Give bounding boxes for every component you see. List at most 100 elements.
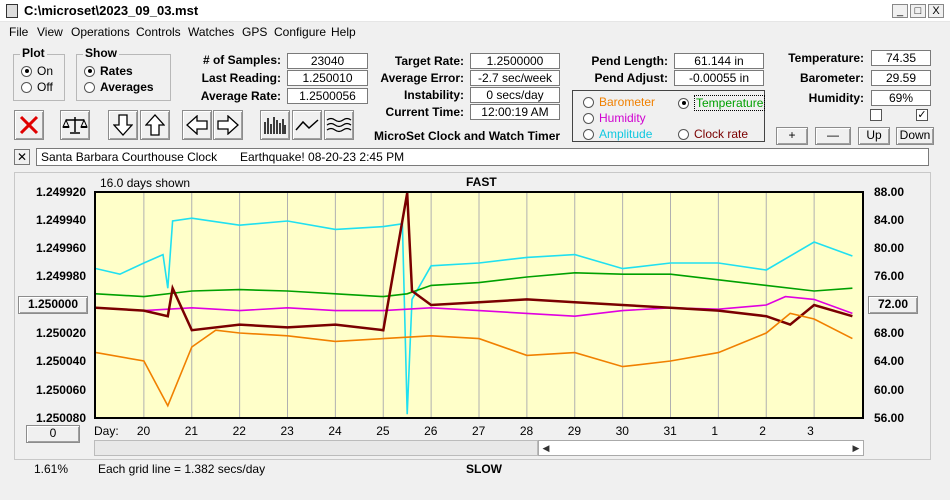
radio-dot (21, 81, 32, 93)
plot-area (94, 191, 864, 419)
y-left-tick: 1.249980 (35, 269, 86, 283)
scrollbar-thumb[interactable] (94, 440, 538, 456)
scroll-right-icon[interactable]: ▶ (852, 443, 860, 453)
current-time-label: Current Time: (385, 105, 464, 119)
target-rate-label: Target Rate: (394, 54, 464, 68)
show-group (76, 54, 171, 101)
radio-dot (84, 81, 95, 93)
series-rate-line (95, 192, 853, 332)
show-rates-radio[interactable]: Rates (84, 64, 133, 78)
series-barometer-line (95, 312, 853, 408)
plot-on-radio[interactable]: On (21, 64, 53, 78)
menu-watches[interactable]: Watches (188, 25, 235, 39)
wave-graph-button[interactable] (324, 110, 354, 140)
title-bar: C:\microset\2023_09_03.mst _ □ X (0, 0, 950, 22)
series-amplitude-radio[interactable]: Amplitude (583, 127, 652, 141)
show-averages-label: Averages (100, 80, 154, 94)
series-temperature-radio[interactable]: Temperature (678, 95, 766, 111)
series-clock-rate-label: Clock rate (694, 127, 749, 141)
menu-file[interactable]: File (9, 25, 29, 39)
y-left-tick: 1.250020 (35, 326, 86, 340)
radio-dot (678, 128, 689, 140)
show-averages-radio[interactable]: Averages (84, 80, 154, 94)
x-tick-label: 27 (472, 424, 486, 438)
right-arrow-button[interactable] (213, 110, 243, 140)
pend-length-label: Pend Length: (591, 54, 668, 68)
menu-operations[interactable]: Operations (71, 25, 130, 39)
x-tick-label: 29 (567, 424, 582, 438)
series-humidity-label: Humidity (599, 111, 646, 125)
series-temperature-line (95, 271, 853, 298)
radio-dot (21, 65, 32, 77)
series-barometer-radio[interactable]: Barometer (583, 95, 655, 109)
radio-dot (84, 65, 95, 77)
menu-controls[interactable]: Controls (136, 25, 181, 39)
y-left-tick: 1.250060 (35, 383, 86, 397)
menu-gps[interactable]: GPS (242, 25, 268, 39)
center-right-button[interactable]: 72.00 (868, 296, 918, 314)
minus-button[interactable]: — (815, 127, 851, 145)
average-rate-label: Average Rate: (200, 89, 281, 103)
humidity-value: 69% (871, 90, 931, 106)
x-tick-label: 31 (663, 424, 677, 438)
temperature-label: Temperature: (788, 51, 864, 65)
minimize-button[interactable]: _ (892, 4, 908, 18)
plot-off-radio[interactable]: Off (21, 80, 53, 94)
pend-adjust-label: Pend Adjust: (594, 71, 668, 85)
plus-button[interactable]: + (776, 127, 808, 145)
line-chart (95, 192, 853, 417)
close-window-button[interactable]: X (928, 4, 944, 18)
menu-view[interactable]: View (37, 25, 63, 39)
average-rate-value: 1.2500056 (287, 88, 368, 104)
menu-help[interactable]: Help (331, 25, 356, 39)
humidity-label: Humidity: (808, 91, 864, 105)
menu-configure[interactable]: Configure (274, 25, 327, 39)
instability-value: 0 secs/day (470, 87, 560, 103)
app-icon (6, 4, 18, 18)
close-note-button[interactable]: ✕ (14, 149, 30, 165)
line-graph-button[interactable] (292, 110, 322, 140)
series-temperature-label: Temperature (694, 95, 766, 111)
radio-dot (583, 128, 594, 140)
balance-button[interactable] (60, 110, 90, 140)
show-group-title: Show (83, 46, 119, 60)
barometer-label: Barometer: (799, 71, 864, 85)
arrow-left-icon (186, 115, 208, 135)
line-graph-icon (295, 119, 319, 131)
radio-dot (678, 97, 689, 109)
y-right-tick: 60.00 (874, 383, 905, 397)
note-field[interactable]: Santa Barbara Courthouse Clock Earthquak… (36, 148, 929, 166)
x-tick-label: 3 (807, 424, 814, 438)
plot-group-title: Plot (20, 46, 47, 60)
clock-name-text: Santa Barbara Courthouse Clock (41, 150, 218, 164)
down-arrow-button[interactable] (108, 110, 138, 140)
y-left-tick: 1.249940 (35, 213, 86, 227)
series-clock-rate-radio[interactable]: Clock rate (678, 127, 748, 141)
y-left-tick: 1.249960 (35, 241, 86, 255)
center-left-button[interactable]: 1.250000 (18, 296, 88, 314)
scroll-left-icon[interactable]: ◀ (542, 443, 550, 453)
samples-value: 23040 (287, 53, 368, 69)
maximize-button[interactable]: □ (910, 4, 926, 18)
option-checkbox-2[interactable]: ✓ (916, 109, 928, 121)
fast-label: FAST (466, 175, 497, 189)
scroll-value-button[interactable]: 0 (26, 425, 80, 443)
x-tick-label: 30 (615, 424, 629, 438)
horizontal-scrollbar[interactable]: ◀ ▶ (538, 440, 864, 456)
option-checkbox-1[interactable] (870, 109, 882, 121)
up-arrow-button[interactable] (140, 110, 170, 140)
series-humidity-radio[interactable]: Humidity (583, 111, 646, 125)
clear-button[interactable] (14, 110, 44, 140)
y-right-tick: 76.00 (874, 269, 905, 283)
histogram-button[interactable] (260, 110, 290, 140)
down-button[interactable]: Down (896, 127, 934, 145)
y-right-tick: 68.00 (874, 326, 905, 340)
grid-note: Each grid line = 1.382 secs/day (98, 462, 266, 476)
x-tick-label: 2 (759, 424, 766, 438)
samples-label: # of Samples: (202, 53, 281, 67)
left-arrow-button[interactable] (182, 110, 212, 140)
radio-dot (583, 96, 594, 108)
y-right-tick: 64.00 (874, 354, 905, 368)
up-button[interactable]: Up (858, 127, 890, 145)
last-reading-value: 1.250010 (287, 70, 368, 86)
